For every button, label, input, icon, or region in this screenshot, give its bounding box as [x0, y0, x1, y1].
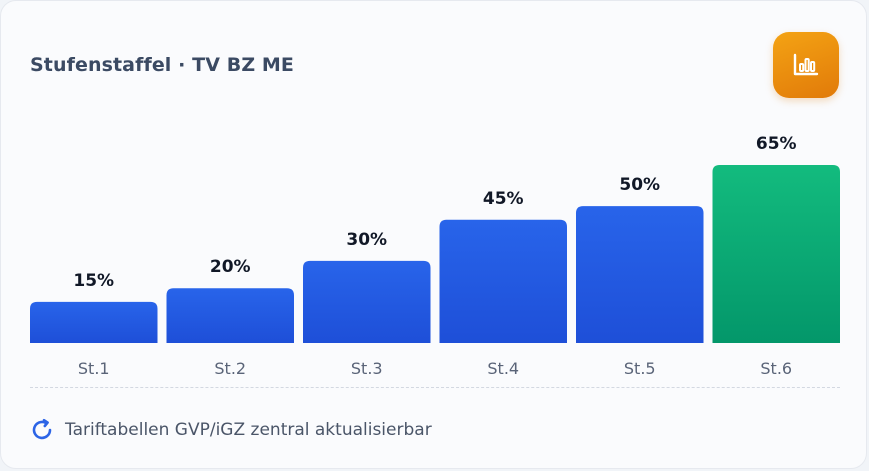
- value-label: 65%: [756, 134, 797, 154]
- bar-st5: [576, 206, 704, 343]
- value-label: 15%: [73, 271, 114, 291]
- chart-divider: [30, 387, 840, 388]
- value-label: 20%: [210, 257, 251, 277]
- refresh-icon[interactable]: [30, 418, 54, 442]
- bar-st4: [439, 219, 567, 343]
- card-title: Stufenstaffel · TV BZ ME: [30, 54, 295, 76]
- footer-note: Tariftabellen GVP/iGZ zentral aktualisie…: [65, 420, 432, 440]
- category-label: St.1: [78, 359, 110, 378]
- bar-st3: [303, 260, 431, 343]
- category-label: St.5: [624, 359, 656, 378]
- bar-st2: [166, 288, 294, 343]
- bar-st1: [30, 301, 158, 343]
- footer: Tariftabellen GVP/iGZ zentral aktualisie…: [30, 417, 432, 443]
- category-label: St.6: [760, 359, 792, 378]
- value-label: 45%: [483, 189, 524, 209]
- value-label: 30%: [346, 230, 387, 250]
- bar-chart-icon: [793, 53, 819, 76]
- category-label: St.3: [351, 359, 383, 378]
- category-label: St.4: [487, 359, 519, 378]
- chart-badge[interactable]: [773, 32, 839, 98]
- bar-st6: [712, 165, 840, 343]
- bar-chart: 15% St.1 20% St.2 30% St.3 45% St.4 50% St.5 65% St…: [30, 134, 840, 378]
- category-label: St.2: [214, 359, 246, 378]
- value-label: 50%: [619, 175, 660, 195]
